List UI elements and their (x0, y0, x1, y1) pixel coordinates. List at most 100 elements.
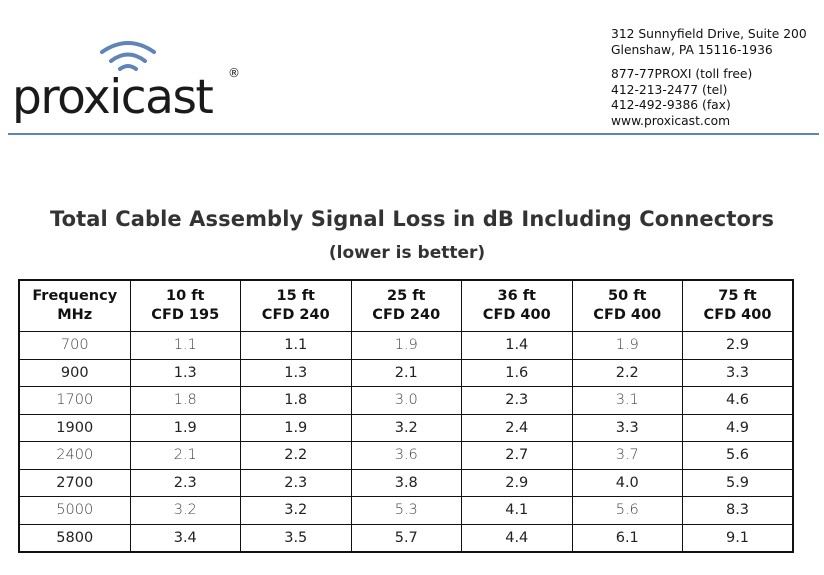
frequency-cell: 5800 (18, 523, 131, 553)
address-line-2: Glenshaw, PA 15116-1936 (611, 42, 773, 57)
page-title: Total Cable Assembly Signal Loss in dB I… (49, 207, 775, 231)
column-header-line2: CFD 240 (372, 307, 441, 323)
table-row: 700 1.1 1.1 1.9 1.4 1.9 2.9 (18, 331, 794, 360)
table-header-row: Frequency MHz 10 ft CFD 195 15 ft CFD 240 25 f… (18, 279, 794, 332)
loss-value-cell: 4.1 (461, 496, 573, 525)
frequency-cell: 5000 (18, 496, 131, 525)
loss-value-cell: 2.1 (129, 441, 241, 470)
column-header-line1: Frequency (32, 288, 118, 304)
table-row: 2400 2.1 2.2 3.6 2.7 3.7 5.6 (18, 441, 794, 470)
loss-value-cell: 5.6 (571, 496, 683, 525)
loss-value-cell: 3.2 (240, 496, 352, 525)
loss-value-cell: 1.8 (240, 386, 352, 415)
page-subtitle: (lower is better) (328, 243, 486, 263)
loss-value-cell: 1.9 (129, 413, 241, 442)
column-header-line1: 25 ft (387, 288, 426, 304)
loss-value-cell: 1.3 (240, 358, 352, 387)
frequency-cell: 2700 (18, 468, 131, 497)
wifi-signal-icon (100, 41, 156, 71)
loss-value-cell: 4.0 (571, 468, 683, 497)
loss-value-cell: 3.6 (350, 441, 462, 470)
fax-number: 412-492-9386 (fax) (611, 98, 731, 112)
loss-value-cell: 5.3 (350, 496, 462, 525)
column-header-line1: 75 ft (718, 288, 757, 304)
loss-value-cell: 1.9 (350, 331, 462, 360)
frequency-cell: 1700 (18, 386, 131, 415)
loss-value-cell: 3.1 (571, 386, 683, 415)
loss-value-cell: 2.3 (129, 468, 241, 497)
loss-value-cell: 3.4 (129, 523, 241, 553)
loss-value-cell: 3.0 (350, 386, 462, 415)
loss-value-cell: 4.4 (461, 523, 573, 553)
signal-loss-table: Frequency MHz 10 ft CFD 195 15 ft CFD 240 25 f… (18, 279, 794, 553)
loss-value-cell: 2.3 (240, 468, 352, 497)
loss-value-cell: 9.1 (682, 523, 794, 553)
loss-value-cell: 3.8 (350, 468, 462, 497)
frequency-cell: 900 (18, 358, 131, 387)
loss-value-cell: 3.3 (682, 358, 794, 387)
table-row: 1700 1.8 1.8 3.0 2.3 3.1 4.6 (18, 386, 794, 415)
contact-block: 312 Sunnyfield Drive, Suite 200 Glenshaw… (611, 27, 807, 129)
loss-value-cell: 1.3 (129, 358, 241, 387)
loss-value-cell: 1.1 (129, 331, 241, 360)
column-header-line1: 10 ft (166, 288, 205, 304)
loss-value-cell: 5.6 (682, 441, 794, 470)
column-header-line2: CFD 195 (151, 307, 220, 323)
loss-value-cell: 8.3 (682, 496, 794, 525)
column-header: 15 ft CFD 240 (240, 279, 352, 332)
loss-value-cell: 2.1 (350, 358, 462, 387)
address-line-1: 312 Sunnyfield Drive, Suite 200 (611, 27, 807, 41)
column-header: 75 ft CFD 400 (682, 279, 794, 332)
proxicast-logo: proxicast ® (12, 38, 244, 126)
table-body: 700 1.1 1.1 1.9 1.4 1.9 2.9 900 1.3 1.3 2.1 1.6 2.2 3… (18, 331, 794, 553)
column-header-line1: 15 ft (276, 288, 315, 304)
loss-value-cell: 3.5 (240, 523, 352, 553)
column-header: 25 ft CFD 240 (350, 279, 462, 332)
loss-value-cell: 2.9 (682, 331, 794, 360)
column-header: 36 ft CFD 400 (461, 279, 573, 332)
column-header-line2: CFD 400 (703, 307, 772, 323)
column-header-line2: CFD 400 (593, 307, 662, 323)
loss-value-cell: 2.2 (240, 441, 352, 470)
column-header-line1: 36 ft (497, 288, 536, 304)
loss-value-cell: 2.2 (571, 358, 683, 387)
loss-value-cell: 1.9 (571, 331, 683, 360)
phone-tel: 412-213-2477 (tel) (611, 82, 728, 97)
loss-value-cell: 2.7 (461, 441, 573, 470)
loss-value-cell: 3.3 (571, 413, 683, 442)
website-link[interactable]: www.proxicast.com (611, 113, 731, 128)
frequency-cell: 1900 (18, 413, 131, 442)
loss-value-cell: 2.9 (461, 468, 573, 497)
registered-mark: ® (228, 66, 240, 80)
loss-value-cell: 1.4 (461, 331, 573, 360)
table-row: 5000 3.2 3.2 5.3 4.1 5.6 8.3 (18, 496, 794, 525)
column-header: 50 ft CFD 400 (571, 279, 683, 332)
loss-value-cell: 2.3 (461, 386, 573, 415)
column-header-line2: CFD 400 (482, 307, 551, 323)
loss-value-cell: 5.9 (682, 468, 794, 497)
loss-value-cell: 3.7 (571, 441, 683, 470)
table-row: 1900 1.9 1.9 3.2 2.4 3.3 4.9 (18, 413, 794, 442)
table-row: 900 1.3 1.3 2.1 1.6 2.2 3.3 (18, 358, 794, 387)
loss-value-cell: 4.6 (682, 386, 794, 415)
loss-value-cell: 5.7 (350, 523, 462, 553)
column-header: 10 ft CFD 195 (129, 279, 241, 332)
loss-value-cell: 1.6 (461, 358, 573, 387)
column-header-line2: CFD 240 (261, 307, 330, 323)
loss-value-cell: 2.4 (461, 413, 573, 442)
frequency-cell: 700 (18, 331, 131, 360)
loss-value-cell: 6.1 (571, 523, 683, 553)
loss-value-cell: 1.1 (240, 331, 352, 360)
column-header-line2: MHz (57, 307, 93, 323)
logo-wordmark: proxicast (12, 70, 214, 125)
loss-value-cell: 3.2 (350, 413, 462, 442)
loss-value-cell: 4.9 (682, 413, 794, 442)
table-row: 5800 3.4 3.5 5.7 4.4 6.1 9.1 (18, 523, 794, 553)
frequency-cell: 2400 (18, 441, 131, 470)
loss-value-cell: 3.2 (129, 496, 241, 525)
loss-value-cell: 1.9 (240, 413, 352, 442)
phone-tollfree: 877-77PROXI (toll free) (611, 67, 753, 81)
loss-value-cell: 1.8 (129, 386, 241, 415)
column-header: Frequency MHz (18, 279, 131, 332)
table-row: 2700 2.3 2.3 3.8 2.9 4.0 5.9 (18, 468, 794, 497)
